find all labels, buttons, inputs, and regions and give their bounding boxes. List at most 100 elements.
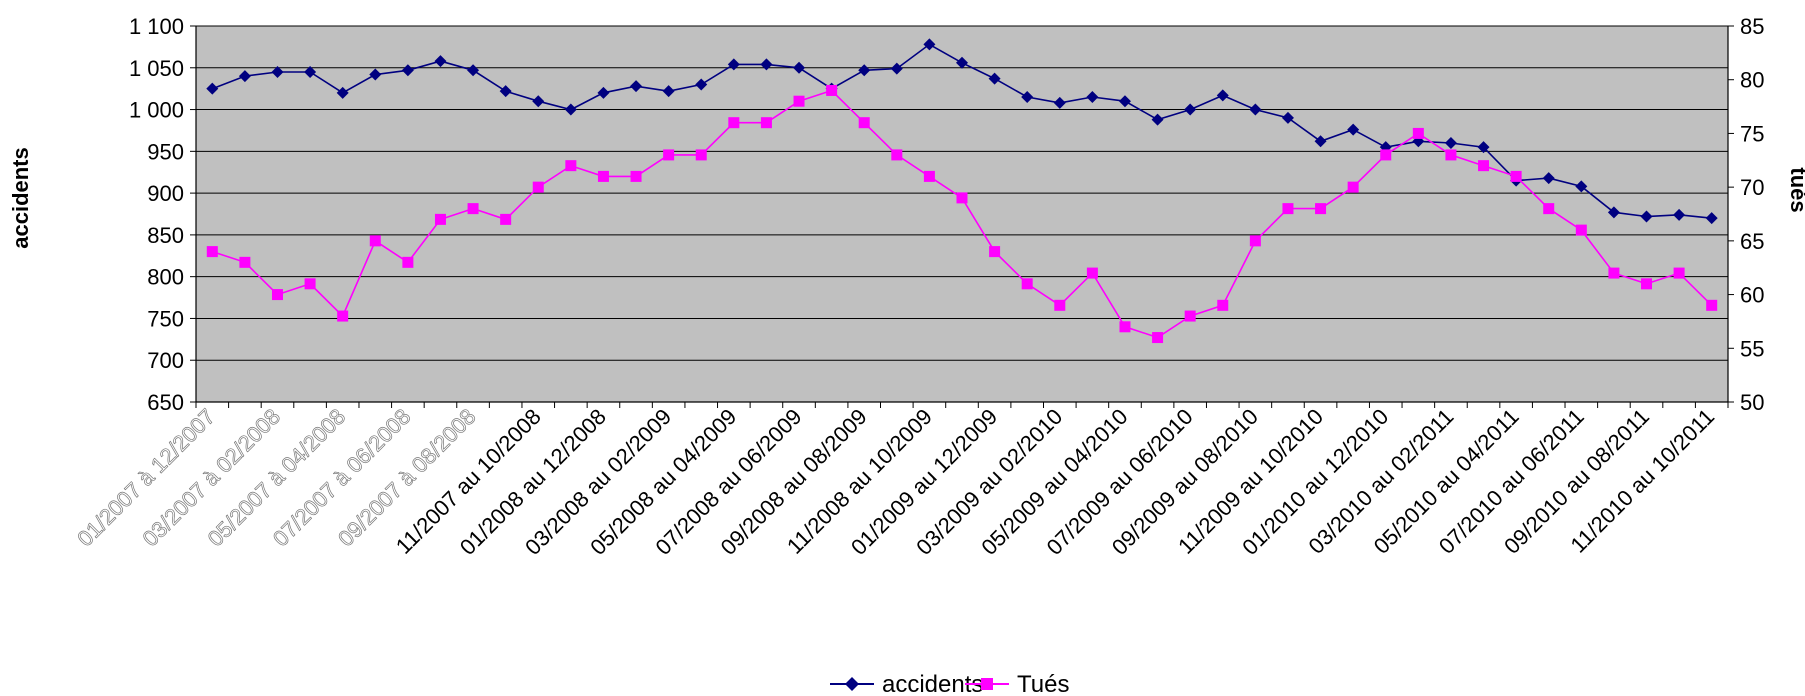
point-tues xyxy=(337,310,349,322)
point-accidents xyxy=(890,62,903,75)
point-tues xyxy=(1478,160,1490,172)
point-tues xyxy=(1249,235,1261,247)
y-axis-right-ticks: 50 55 60 65 70 75 80 85 xyxy=(1728,14,1764,415)
point-accidents xyxy=(369,68,382,81)
point-accidents xyxy=(1184,103,1197,116)
point-accidents xyxy=(1673,208,1686,221)
point-tues xyxy=(532,181,544,193)
point-tues xyxy=(793,95,805,107)
point-tues xyxy=(1021,278,1033,290)
point-accidents xyxy=(923,38,936,51)
point-accidents xyxy=(564,103,577,116)
point-accidents xyxy=(597,86,610,99)
plot-area xyxy=(195,25,1729,403)
point-tues xyxy=(1347,181,1359,193)
y-tick-label: 900 xyxy=(147,181,184,206)
legend-tues-label: Tués xyxy=(1017,671,1069,696)
point-accidents xyxy=(988,72,1001,85)
y-tick-label: 850 xyxy=(147,223,184,248)
point-accidents xyxy=(1542,172,1555,185)
axes xyxy=(195,26,1729,403)
y-tick-label: 750 xyxy=(147,306,184,331)
point-accidents xyxy=(1216,89,1229,102)
point-accidents xyxy=(1249,103,1262,116)
point-tues xyxy=(891,149,903,161)
point-tues xyxy=(1086,267,1098,279)
series-layer xyxy=(206,38,1718,344)
point-accidents xyxy=(630,80,643,93)
point-accidents xyxy=(499,85,512,98)
point-tues xyxy=(1641,278,1653,290)
point-accidents xyxy=(1151,113,1164,126)
point-tues xyxy=(826,84,838,96)
point-tues xyxy=(1380,149,1392,161)
y2-tick-label: 65 xyxy=(1740,229,1764,254)
point-tues xyxy=(728,117,740,129)
y2-tick-label: 50 xyxy=(1740,390,1764,415)
legend-accidents-marker xyxy=(845,677,859,691)
point-accidents xyxy=(1705,212,1718,225)
point-tues xyxy=(565,160,577,172)
point-tues xyxy=(1184,310,1196,322)
point-tues xyxy=(1412,127,1424,139)
point-tues xyxy=(1445,149,1457,161)
y2-tick-label: 80 xyxy=(1740,68,1764,93)
point-accidents xyxy=(858,64,871,77)
point-tues xyxy=(663,149,675,161)
legend: accidents Tués xyxy=(830,671,1069,696)
point-tues xyxy=(402,256,414,268)
point-tues xyxy=(760,117,772,129)
y-tick-label: 1 000 xyxy=(129,98,184,123)
point-tues xyxy=(923,170,935,182)
point-accidents xyxy=(1444,136,1457,149)
point-accidents xyxy=(1477,141,1490,154)
y2-tick-label: 60 xyxy=(1740,283,1764,308)
point-accidents xyxy=(206,82,219,95)
y-tick-label: 950 xyxy=(147,139,184,164)
point-accidents xyxy=(238,70,251,83)
y-axis-title-right: tués xyxy=(1786,167,1805,212)
point-accidents xyxy=(727,58,740,71)
y-tick-label: 1 050 xyxy=(129,56,184,81)
point-tues xyxy=(467,203,479,215)
point-tues xyxy=(695,149,707,161)
point-accidents xyxy=(401,64,414,77)
point-tues xyxy=(1575,224,1587,236)
point-accidents xyxy=(1347,123,1360,136)
point-tues xyxy=(434,213,446,225)
point-accidents xyxy=(1021,91,1034,104)
y-tick-label: 700 xyxy=(147,348,184,373)
point-tues xyxy=(630,170,642,182)
point-accidents xyxy=(760,58,773,71)
point-accidents xyxy=(1118,95,1131,108)
y-tick-label: 650 xyxy=(147,390,184,415)
point-accidents xyxy=(1607,206,1620,219)
y2-tick-label: 70 xyxy=(1740,175,1764,200)
point-accidents xyxy=(793,61,806,74)
point-tues xyxy=(858,117,870,129)
point-accidents xyxy=(1281,111,1294,124)
point-tues xyxy=(1510,170,1522,182)
y-axis-left-ticks: 650 700 750 800 850 900 950 1 000 1 050 1 100 xyxy=(129,14,196,415)
point-tues xyxy=(956,192,968,204)
point-accidents xyxy=(1575,180,1588,193)
y-tick-label: 800 xyxy=(147,265,184,290)
point-tues xyxy=(597,170,609,182)
point-accidents xyxy=(336,86,349,99)
point-accidents xyxy=(532,95,545,108)
point-tues xyxy=(1282,203,1294,215)
point-tues xyxy=(1608,267,1620,279)
y-tick-label: 1 100 xyxy=(129,14,184,39)
y-axis-title-left: accidents xyxy=(8,147,33,249)
point-tues xyxy=(1217,299,1229,311)
point-accidents xyxy=(956,56,968,69)
point-tues xyxy=(1152,332,1164,344)
point-tues xyxy=(1673,267,1685,279)
point-accidents xyxy=(467,64,480,77)
point-accidents xyxy=(662,85,675,98)
point-accidents xyxy=(271,65,284,78)
point-tues xyxy=(989,246,1001,258)
point-accidents xyxy=(1314,135,1327,148)
